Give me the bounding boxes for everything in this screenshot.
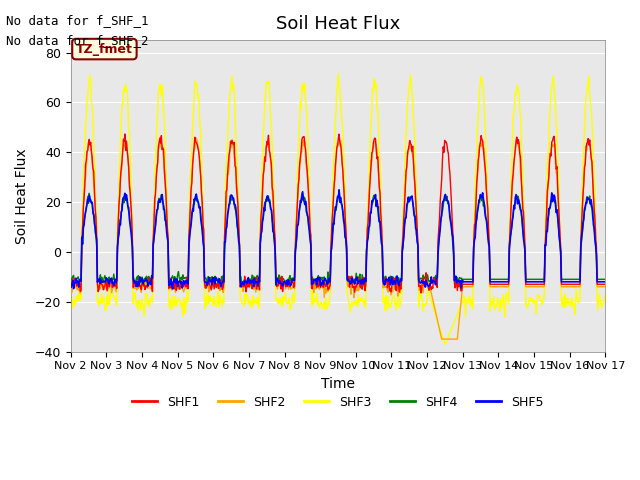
Title: Soil Heat Flux: Soil Heat Flux [276,15,400,33]
Text: No data for f_SHF_1: No data for f_SHF_1 [6,14,149,27]
Text: No data for f_SHF_2: No data for f_SHF_2 [6,34,149,47]
X-axis label: Time: Time [321,377,355,391]
Text: TZ_fmet: TZ_fmet [76,43,133,56]
Y-axis label: Soil Heat Flux: Soil Heat Flux [15,148,29,244]
Legend: SHF1, SHF2, SHF3, SHF4, SHF5: SHF1, SHF2, SHF3, SHF4, SHF5 [127,391,549,414]
